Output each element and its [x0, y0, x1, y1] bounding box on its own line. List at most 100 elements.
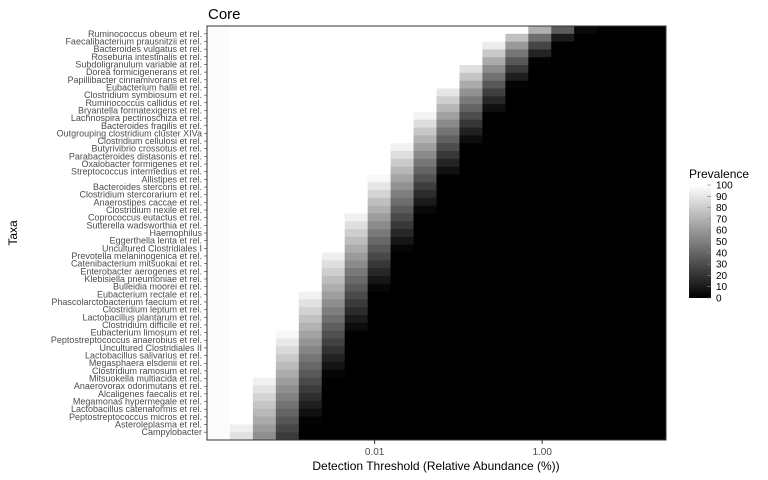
heatmap-cell	[275, 65, 300, 74]
x-axis-title: Detection Threshold (Relative Abundance …	[312, 459, 559, 473]
heatmap-cell	[252, 150, 277, 160]
heatmap-cell	[275, 72, 300, 82]
heatmap-cell	[229, 72, 254, 82]
heatmap-cell	[275, 408, 300, 418]
heatmap-cell	[367, 369, 392, 379]
heatmap-cell	[413, 65, 437, 74]
heatmap-cell	[229, 33, 254, 43]
heatmap-cell	[597, 275, 621, 285]
heatmap-cell	[505, 26, 529, 35]
heatmap-cell	[275, 174, 300, 183]
heatmap-cell	[436, 408, 460, 418]
heatmap-cell	[436, 432, 460, 441]
heatmap-cell	[207, 393, 231, 402]
heatmap-cell	[298, 57, 323, 66]
heatmap-cell	[390, 158, 415, 168]
heatmap-cell	[551, 205, 575, 214]
legend-tick-label: 90	[716, 192, 728, 203]
heatmap-cell	[298, 150, 323, 160]
heatmap-cell	[620, 330, 644, 339]
heatmap-cell	[551, 135, 575, 144]
heatmap-cell	[298, 268, 323, 277]
heatmap-cell	[505, 57, 529, 66]
heatmap-cell	[505, 354, 529, 363]
taxa-label: Asteroleplasma et rel.	[115, 420, 202, 430]
heatmap-cell	[321, 291, 346, 300]
heatmap-cell	[344, 354, 369, 363]
taxa-label: Megasphaera elsdenii et rel.	[89, 358, 202, 368]
heatmap-cell	[229, 96, 254, 105]
heatmap-cell	[482, 41, 506, 50]
heatmap-cell	[551, 197, 575, 207]
heatmap-cell	[482, 190, 506, 199]
heatmap-cell	[367, 150, 392, 160]
heatmap-cell	[551, 260, 575, 269]
heatmap-cell	[620, 416, 644, 425]
heatmap-cell	[643, 96, 667, 105]
heatmap-cell	[620, 119, 644, 129]
heatmap-cell	[321, 416, 346, 425]
heatmap-cell	[367, 96, 392, 105]
heatmap-cell	[413, 229, 437, 238]
heatmap-cell	[298, 291, 323, 300]
legend-tick-label: 80	[716, 203, 728, 214]
heatmap-cell	[321, 424, 346, 433]
heatmap-cell	[367, 346, 392, 355]
taxa-label: Bacteroides fragilis et rel.	[101, 121, 202, 131]
heatmap-cell	[643, 49, 667, 58]
heatmap-cell	[321, 41, 346, 50]
heatmap-cell	[505, 88, 529, 97]
heatmap-cell	[459, 252, 483, 261]
heatmap-cell	[643, 268, 667, 277]
heatmap-cell	[275, 119, 300, 129]
heatmap-cell	[413, 315, 437, 324]
heatmap-cell	[390, 229, 415, 238]
heatmap-cell	[390, 80, 415, 89]
heatmap-cell	[505, 143, 529, 152]
heatmap-cell	[643, 299, 667, 308]
heatmap-cell	[344, 229, 369, 238]
heatmap-cell	[344, 26, 369, 35]
heatmap-cell	[597, 252, 621, 261]
heatmap-cell	[505, 72, 529, 82]
heatmap-cell	[597, 377, 621, 386]
heatmap-cell	[505, 65, 529, 74]
heatmap-cell	[551, 322, 575, 332]
legend-tick-label: 40	[716, 248, 728, 259]
heatmap-cell	[367, 221, 392, 230]
heatmap-cell	[643, 424, 667, 433]
heatmap-cell	[574, 127, 598, 136]
heatmap-cell	[551, 275, 575, 285]
taxa-label: Enterobacter aerogenes et rel.	[80, 266, 202, 276]
heatmap-cell	[643, 174, 667, 183]
heatmap-cell	[574, 229, 598, 238]
heatmap-cell	[344, 260, 369, 269]
heatmap-cell	[528, 135, 552, 144]
heatmap-cell	[505, 236, 529, 246]
heatmap-cell	[482, 65, 506, 74]
heatmap-cell	[367, 354, 392, 363]
heatmap-cell	[207, 65, 231, 74]
heatmap-cell	[574, 135, 598, 144]
heatmap-cell	[459, 135, 483, 144]
heatmap-cell	[229, 432, 254, 441]
heatmap-cell	[275, 57, 300, 66]
legend-tick-label: 0	[716, 294, 722, 305]
heatmap-cell	[321, 57, 346, 66]
heatmap-cell	[367, 190, 392, 199]
heatmap-cell	[528, 65, 552, 74]
heatmap-cell	[252, 377, 277, 386]
heatmap-cell	[459, 205, 483, 214]
heatmap-cell	[505, 229, 529, 238]
heatmap-cell	[252, 41, 277, 50]
heatmap-cell	[482, 291, 506, 300]
heatmap-cell	[367, 80, 392, 89]
heatmap-cell	[321, 197, 346, 207]
heatmap-cell	[459, 268, 483, 277]
heatmap-cell	[620, 72, 644, 82]
heatmap-cell	[252, 361, 277, 371]
heatmap-cell	[643, 377, 667, 386]
heatmap-cell	[390, 377, 415, 386]
heatmap-cell	[528, 369, 552, 379]
heatmap-cell	[597, 236, 621, 246]
